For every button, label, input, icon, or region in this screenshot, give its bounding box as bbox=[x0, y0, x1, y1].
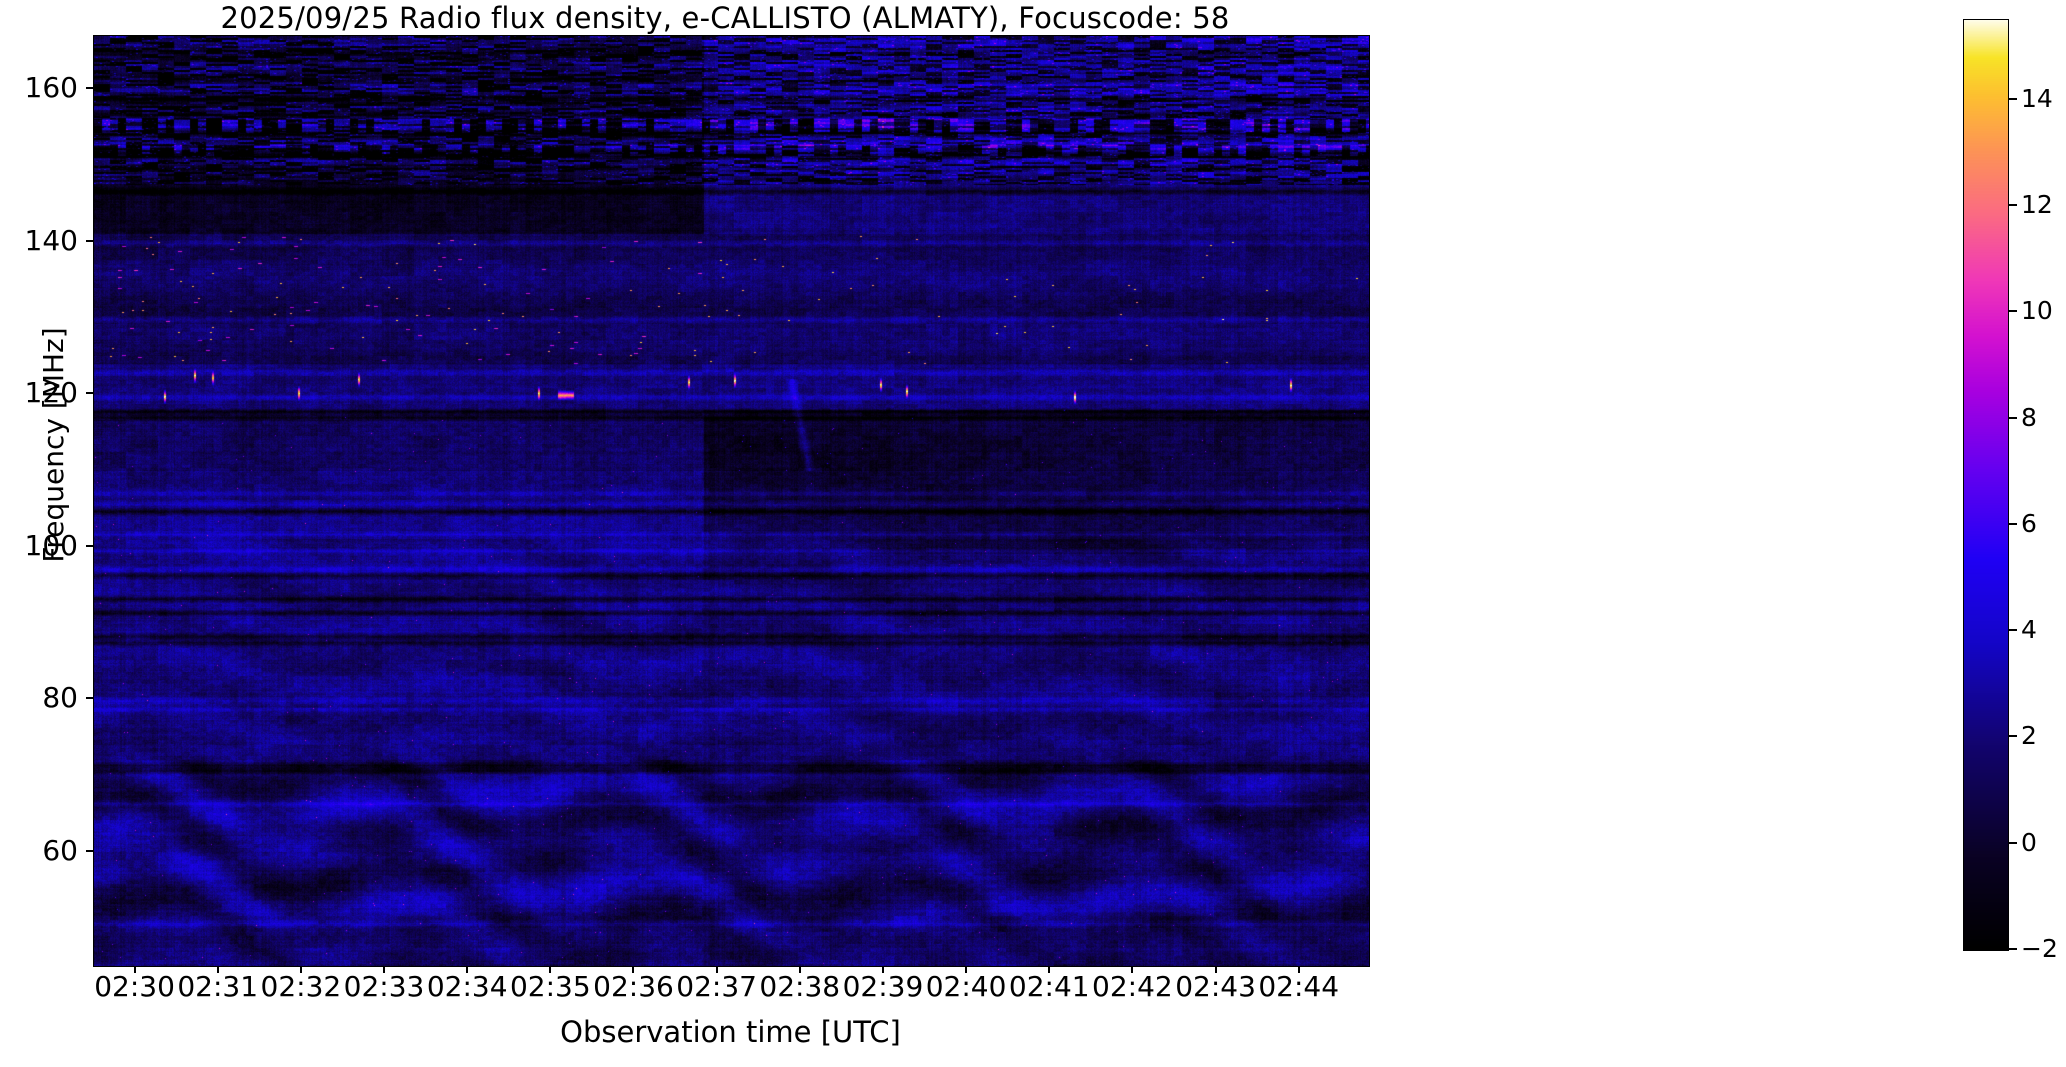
x-tick-mark bbox=[1214, 966, 1217, 973]
x-tick-label: 02:36 bbox=[593, 970, 674, 1003]
x-tick-label: 02:41 bbox=[1008, 970, 1090, 1003]
x-tick-label: 02:44 bbox=[1258, 970, 1340, 1003]
x-tick-mark bbox=[1297, 966, 1300, 973]
y-tick-label: 80 bbox=[42, 681, 78, 715]
colorbar-tick-mark bbox=[2009, 416, 2017, 419]
x-tick-mark bbox=[299, 966, 302, 973]
y-tick-mark bbox=[86, 239, 93, 242]
y-tick-mark bbox=[86, 392, 93, 395]
y-tick-label: 120 bbox=[24, 376, 78, 410]
y-tick-label: 140 bbox=[24, 223, 78, 257]
colorbar-tick-mark bbox=[2009, 204, 2017, 206]
x-tick-label: 02:43 bbox=[1175, 970, 1256, 1003]
x-tick-mark bbox=[549, 966, 552, 973]
y-axis-label: Frequency [MHz] bbox=[37, 327, 70, 563]
x-axis-label: Observation time [UTC] bbox=[560, 1015, 901, 1049]
x-tick-mark bbox=[1048, 966, 1051, 973]
x-tick-label: 02:34 bbox=[426, 970, 508, 1003]
spectrogram-heatmap[interactable] bbox=[94, 36, 1369, 966]
y-tick-label: 100 bbox=[24, 528, 78, 562]
x-tick-label: 02:37 bbox=[676, 970, 757, 1003]
x-tick-label: 02:38 bbox=[759, 970, 841, 1003]
x-tick-mark bbox=[881, 966, 884, 973]
x-tick-mark bbox=[715, 966, 718, 973]
colorbar-tick-mark bbox=[2009, 735, 2017, 738]
x-tick-mark bbox=[1131, 966, 1134, 973]
colorbar-tick-label: 8 bbox=[2021, 402, 2037, 432]
y-tick-mark bbox=[86, 697, 93, 700]
colorbar-gradient bbox=[1964, 20, 2008, 950]
colorbar-tick-label: 0 bbox=[2021, 827, 2037, 857]
y-tick-label: 160 bbox=[24, 71, 78, 105]
colorbar-tick-label: 2 bbox=[2021, 721, 2037, 751]
x-tick-mark bbox=[466, 966, 469, 973]
colorbar-tick-mark bbox=[2009, 948, 2017, 950]
x-tick-mark bbox=[216, 966, 219, 973]
colorbar-tick-label: 6 bbox=[2021, 508, 2037, 538]
page-title: 2025/09/25 Radio flux density, e-CALLIST… bbox=[220, 1, 1230, 35]
colorbar-tick-mark bbox=[2009, 629, 2017, 632]
x-tick-label: 02:35 bbox=[509, 970, 591, 1003]
x-tick-label: 02:42 bbox=[1092, 970, 1173, 1003]
y-tick-mark bbox=[86, 87, 93, 90]
colorbar-tick-label: −2 bbox=[2021, 934, 2058, 963]
x-tick-label: 02:33 bbox=[343, 970, 425, 1003]
x-tick-mark bbox=[383, 966, 386, 973]
x-tick-mark bbox=[133, 966, 136, 973]
y-tick-mark bbox=[86, 544, 93, 547]
x-tick-mark bbox=[632, 966, 635, 973]
colorbar-tick-mark bbox=[2009, 522, 2017, 525]
x-tick-label: 02:40 bbox=[925, 970, 1007, 1003]
colorbar-tick-mark bbox=[2009, 97, 2017, 100]
x-tick-label: 02:31 bbox=[177, 970, 259, 1003]
colorbar-tick-label: 4 bbox=[2021, 615, 2037, 645]
plot-area[interactable] bbox=[93, 35, 1370, 967]
x-tick-label: 02:30 bbox=[94, 970, 175, 1003]
y-tick-label: 60 bbox=[42, 833, 78, 867]
colorbar-tick-label: 14 bbox=[2021, 83, 2053, 113]
x-tick-mark bbox=[965, 966, 968, 973]
x-tick-label: 02:39 bbox=[842, 970, 924, 1003]
colorbar-tick-mark bbox=[2009, 841, 2017, 844]
x-tick-label: 02:32 bbox=[260, 970, 342, 1003]
y-tick-mark bbox=[86, 849, 93, 852]
colorbar-tick-label: 10 bbox=[2021, 296, 2053, 326]
colorbar-tick-label: 12 bbox=[2021, 190, 2053, 219]
x-tick-mark bbox=[798, 966, 801, 973]
colorbar[interactable] bbox=[1963, 19, 2009, 951]
colorbar-tick-mark bbox=[2009, 310, 2017, 313]
